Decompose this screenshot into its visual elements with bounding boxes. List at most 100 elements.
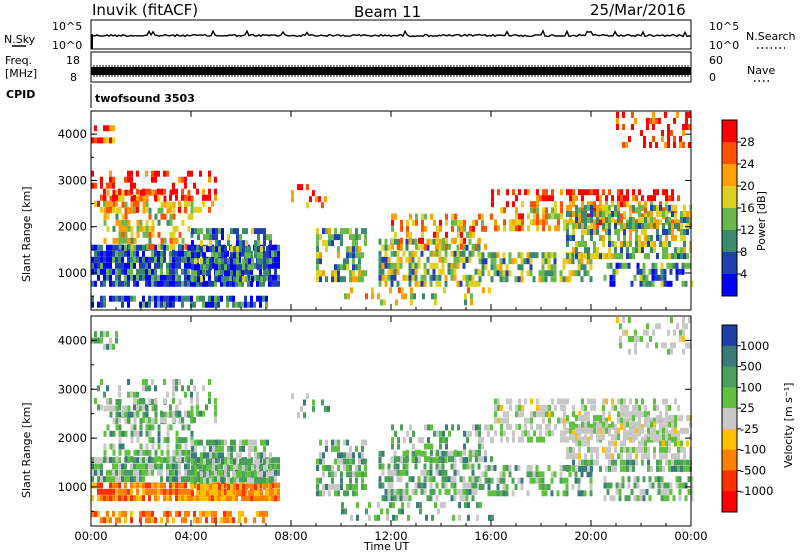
velocity-cell	[151, 424, 155, 431]
power-cell	[208, 301, 211, 308]
power-cell	[688, 111, 691, 118]
power-cell	[654, 274, 658, 281]
velocity-cell	[393, 463, 397, 470]
velocity-cell	[414, 488, 418, 495]
velocity-cell	[214, 510, 217, 517]
power-cell	[206, 258, 209, 265]
velocity-cell	[194, 439, 197, 446]
power-cell	[578, 253, 581, 260]
velocity-cell	[445, 437, 448, 444]
velocity-cell	[665, 411, 668, 418]
velocity-cell	[200, 490, 203, 497]
power-cell	[199, 250, 202, 257]
velocity-cell	[690, 488, 694, 495]
velocity-cell	[426, 476, 430, 483]
power-cell	[417, 244, 421, 251]
power-cell	[106, 225, 110, 232]
velocity-cell	[479, 502, 482, 509]
velocity-cell	[349, 477, 352, 484]
power-cell	[112, 268, 115, 275]
power-cell	[587, 189, 590, 196]
freq-tick-bottom: 8	[70, 71, 77, 84]
power-cell	[103, 274, 106, 281]
power-cell	[424, 243, 427, 250]
power-cell	[154, 301, 157, 308]
velocity-cell	[218, 452, 221, 459]
power-cell	[590, 201, 593, 208]
power-cell	[109, 295, 112, 302]
velocity-cell	[584, 427, 587, 434]
power-cell	[91, 280, 94, 287]
velocity-cell	[239, 458, 242, 465]
velocity-cell	[665, 446, 668, 453]
power-cell	[609, 280, 613, 287]
xaxis-label: Time UT	[364, 540, 410, 553]
power-cell	[154, 189, 158, 196]
velocity-cell	[130, 456, 134, 463]
velocity-cell	[340, 471, 343, 478]
power-cell	[157, 295, 160, 302]
power-cell	[181, 301, 184, 308]
velocity-cell	[154, 463, 157, 470]
velocity-cell	[352, 471, 355, 478]
power-cell	[566, 253, 569, 260]
power-cell	[635, 219, 638, 226]
velocity-cell	[355, 445, 358, 452]
velocity-cell	[611, 453, 614, 460]
power-cell	[271, 250, 274, 257]
power-cell	[142, 188, 145, 195]
power-cell	[599, 235, 602, 241]
power-cell	[262, 280, 265, 287]
velocity-cell	[187, 510, 190, 517]
velocity-cell	[626, 404, 629, 411]
power-cell	[334, 270, 337, 277]
velocity-cell	[432, 457, 436, 464]
power-cell	[436, 237, 439, 244]
power-cell	[277, 274, 280, 281]
velocity-cell	[550, 477, 554, 484]
power-cell	[617, 211, 620, 217]
power-cell	[263, 240, 266, 247]
velocity-cell	[509, 398, 512, 405]
velocity-cell	[572, 421, 575, 428]
velocity-cell	[599, 415, 602, 422]
velocity-cell	[244, 495, 247, 502]
power-cell	[674, 247, 677, 254]
power-cell	[650, 241, 653, 247]
power-cell	[514, 276, 518, 283]
velocity-cell	[629, 421, 632, 428]
velocity-cell	[541, 477, 545, 484]
velocity-cell	[121, 430, 125, 437]
velocity-cell	[199, 463, 202, 470]
power-cell	[209, 228, 212, 235]
velocity-cell	[223, 510, 226, 517]
power-cell	[187, 250, 190, 257]
velocity-cell	[662, 398, 665, 405]
power-cell	[106, 182, 109, 189]
velocity-cell	[414, 457, 418, 464]
power-cell	[190, 207, 194, 214]
power-cell	[94, 262, 97, 269]
power-cell	[616, 117, 619, 124]
power-cell	[551, 207, 554, 214]
power-cell	[145, 170, 148, 177]
power-cell	[653, 189, 656, 196]
power-cell	[533, 219, 536, 226]
power-cell	[127, 301, 130, 308]
velocity-cell	[226, 510, 229, 517]
velocity-cell	[103, 476, 106, 483]
power-cell	[181, 237, 185, 244]
power-cell	[459, 280, 463, 287]
power-cell	[390, 280, 394, 287]
velocity-cell	[575, 440, 578, 447]
power-cell	[436, 225, 439, 232]
power-cell	[103, 213, 107, 220]
power-cell	[622, 142, 625, 148]
power-cell	[395, 299, 398, 306]
velocity-cell	[230, 445, 233, 452]
velocity-cell	[166, 424, 170, 431]
velocity-cell	[393, 488, 397, 495]
velocity-cell	[139, 517, 142, 524]
power-cell	[263, 234, 266, 241]
power-cell	[109, 125, 112, 132]
